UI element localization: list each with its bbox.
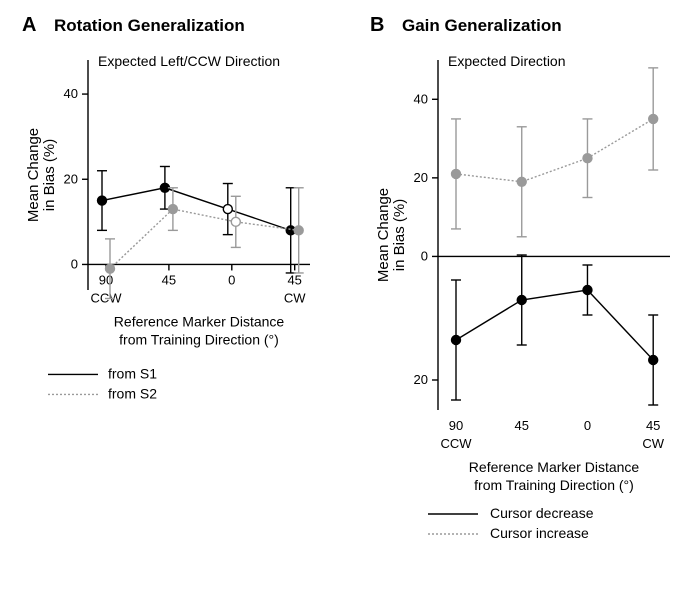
svg-text:45: 45	[646, 418, 660, 433]
panel-b-label: B	[370, 14, 384, 37]
svg-text:0: 0	[584, 418, 591, 433]
svg-text:Reference Marker Distance: Reference Marker Distance	[469, 459, 640, 475]
svg-text:45: 45	[287, 272, 301, 287]
svg-text:Reference Marker Distance: Reference Marker Distance	[114, 313, 285, 329]
panel-a-label: A	[22, 14, 36, 37]
svg-text:Cursor decrease: Cursor decrease	[490, 505, 594, 521]
svg-text:Expected Direction: Expected Direction	[448, 53, 566, 69]
svg-text:Expected Left/CCW Direction: Expected Left/CCW Direction	[98, 53, 280, 69]
svg-text:in Bias (%): in Bias (%)	[391, 199, 408, 272]
svg-text:CW: CW	[284, 290, 306, 305]
figure-container: A Rotation Generalization 0 20 40 90 45 0 45 CC…	[0, 0, 698, 611]
svg-text:20: 20	[64, 171, 78, 186]
panel-b-chart: 0 20 40 20 Expected Direction Mean Changein B…	[360, 40, 690, 600]
svg-text:45: 45	[514, 418, 528, 433]
svg-text:from Training Direction (°): from Training Direction (°)	[474, 477, 634, 493]
svg-text:Mean Change: Mean Change	[25, 128, 42, 222]
panel-a-chart: 020409045045CCWCWExpected Left/CCW Direc…	[10, 40, 340, 480]
svg-text:90: 90	[449, 418, 463, 433]
panel-a-title: Rotation Generalization	[54, 16, 245, 36]
svg-text:45: 45	[162, 272, 176, 287]
svg-text:CCW: CCW	[440, 436, 472, 451]
svg-text:40: 40	[414, 91, 428, 106]
svg-text:from S1: from S1	[108, 365, 157, 381]
svg-text:Mean Change: Mean Change	[375, 188, 392, 282]
svg-text:CW: CW	[642, 436, 664, 451]
panel-b-title: Gain Generalization	[402, 16, 562, 36]
svg-text:90: 90	[99, 272, 113, 287]
svg-text:20: 20	[414, 170, 428, 185]
svg-text:in Bias (%): in Bias (%)	[41, 139, 58, 212]
svg-text:40: 40	[64, 86, 78, 101]
svg-text:0: 0	[228, 272, 235, 287]
svg-text:from S2: from S2	[108, 385, 157, 401]
svg-text:from Training Direction (°): from Training Direction (°)	[119, 331, 279, 347]
svg-text:0: 0	[71, 256, 78, 271]
svg-text:Cursor increase: Cursor increase	[490, 525, 589, 541]
svg-text:20: 20	[414, 372, 428, 387]
svg-text:0: 0	[421, 248, 428, 263]
